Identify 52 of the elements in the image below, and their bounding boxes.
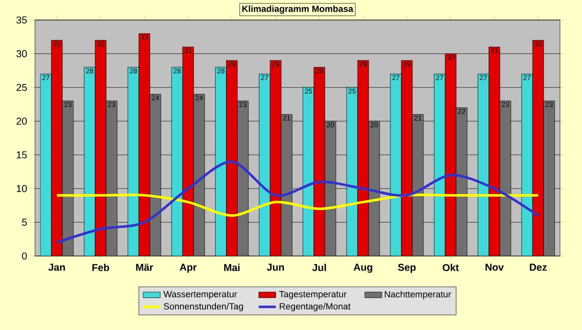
y-tick-label: 5 <box>22 218 27 226</box>
bar <box>412 114 424 256</box>
legend-label: Nachttemperatur <box>384 290 451 300</box>
x-tick-label: Mär <box>136 264 154 271</box>
bar <box>51 40 63 256</box>
y-tick-label: 0 <box>22 252 27 260</box>
bar <box>368 120 380 256</box>
bar <box>500 100 512 256</box>
x-tick-label: Dez <box>530 264 547 271</box>
bar <box>324 120 336 256</box>
x-tick-label: Feb <box>92 264 110 272</box>
bar <box>182 46 194 256</box>
x-tick-label: Jul <box>312 264 326 272</box>
x-tick-label: Nov <box>486 264 504 271</box>
bar <box>532 40 544 256</box>
x-tick-label: Aug <box>354 264 372 273</box>
y-tick-label: 35 <box>16 16 27 24</box>
x-tick-label: Okt <box>442 264 459 272</box>
legend-label: Sonnenstunden/Tag <box>164 302 243 312</box>
legend-label: Regentage/Monat <box>280 302 351 312</box>
bar <box>106 100 118 256</box>
bar <box>444 54 456 256</box>
bar <box>94 40 106 256</box>
bar <box>280 114 292 256</box>
bar <box>401 60 413 256</box>
x-tick-label: Mai <box>224 264 240 272</box>
bar <box>62 100 74 256</box>
y-tick-label: 10 <box>16 185 27 192</box>
bar <box>357 60 369 256</box>
x-tick-label: Sep <box>398 264 416 273</box>
legend-label: Wassertemperatur <box>163 291 237 300</box>
chart-title: Klimadiagramm Mombasa <box>242 5 354 14</box>
bar <box>150 94 162 256</box>
line-series <box>56 194 540 217</box>
bar <box>193 94 205 256</box>
y-tick-label: 30 <box>16 50 27 58</box>
bar <box>456 107 468 256</box>
bar <box>314 67 326 256</box>
legend-label: Tagestemperatur <box>279 291 346 300</box>
line-series <box>56 160 540 244</box>
bar <box>543 100 555 256</box>
x-tick-label: Jan <box>48 264 65 271</box>
y-tick-label: 25 <box>16 84 27 91</box>
bar <box>270 60 282 256</box>
bar <box>237 100 249 256</box>
bar <box>226 60 238 256</box>
bar <box>138 33 150 256</box>
bar <box>488 46 500 256</box>
x-tick-label: Jun <box>266 264 284 271</box>
y-tick-label: 15 <box>16 151 27 158</box>
y-tick-label: 20 <box>16 118 27 125</box>
x-tick-label: Apr <box>180 264 197 273</box>
